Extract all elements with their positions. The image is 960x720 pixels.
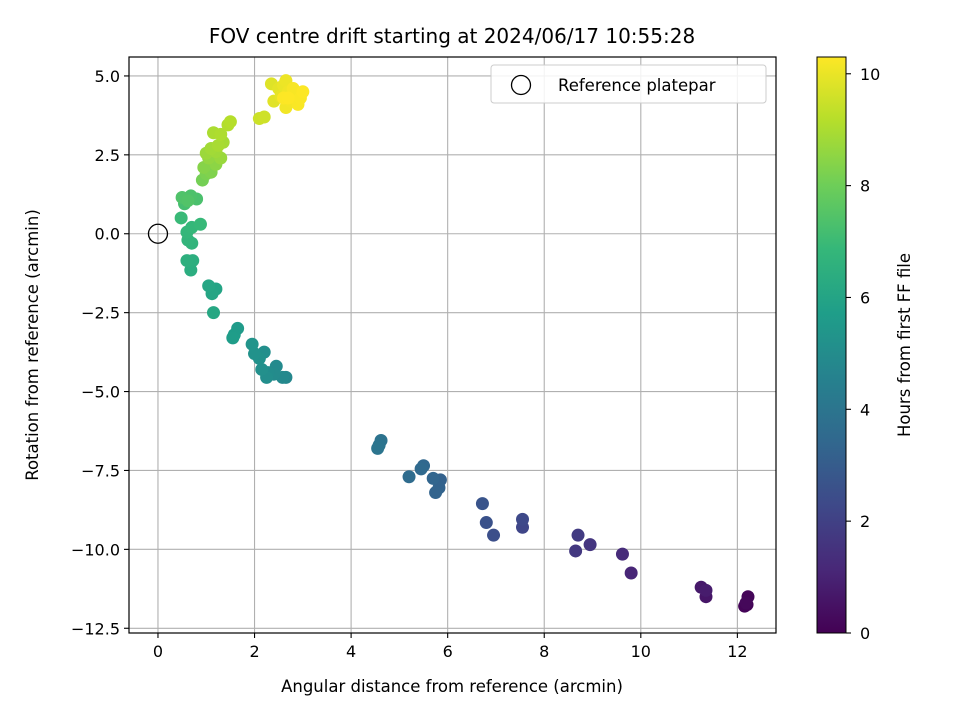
y-ticks: 5.0 2.5 0.0 −2.5 −5.0 −7.5 −10.0 −12.5 — [71, 67, 129, 638]
colorbar-label: Hours from first FF file — [895, 253, 914, 437]
data-point — [174, 211, 188, 225]
data-point — [226, 331, 240, 345]
data-point — [223, 115, 237, 129]
x-tick-label: 4 — [346, 642, 356, 661]
data-point — [371, 441, 385, 455]
x-tick-label: 10 — [631, 642, 651, 661]
data-point — [202, 279, 216, 293]
data-point — [206, 306, 220, 320]
data-point — [475, 497, 489, 511]
data-point — [180, 254, 194, 268]
legend: Reference platepar — [490, 64, 767, 104]
x-tick-label: 6 — [443, 642, 453, 661]
data-point — [615, 547, 629, 561]
data-point — [739, 596, 753, 610]
colorbar-gradient — [816, 56, 847, 634]
reference-layer — [147, 223, 169, 244]
data-point — [257, 110, 271, 124]
data-point — [487, 528, 501, 542]
colorbar-tick-label: 0 — [860, 624, 870, 643]
data-point — [516, 512, 530, 526]
data-point — [255, 362, 269, 376]
y-tick-label: −10.0 — [71, 540, 120, 559]
legend-box — [490, 64, 767, 104]
data-point — [193, 217, 207, 231]
data-point — [281, 91, 295, 105]
legend-marker-reference — [510, 74, 532, 96]
x-ticks: 0 2 4 6 8 10 12 — [153, 633, 748, 661]
data-point — [402, 470, 416, 484]
colorbar: 0 2 4 6 8 10 Hours from first FF file — [816, 56, 914, 643]
legend-label-reference: Reference platepar — [558, 76, 716, 95]
data-point — [429, 486, 443, 500]
data-point — [245, 337, 259, 351]
data-point — [214, 127, 228, 141]
data-point — [211, 138, 225, 152]
x-tick-label: 0 — [153, 642, 163, 661]
colorbar-tick-label: 10 — [860, 65, 880, 84]
plot-frame — [128, 56, 777, 634]
y-tick-label: −7.5 — [81, 461, 120, 480]
data-point — [296, 85, 310, 99]
data-point — [426, 471, 440, 485]
reference-point-marker — [147, 223, 169, 244]
data-point — [479, 516, 493, 530]
data-point — [181, 194, 195, 208]
colorbar-tick-label: 8 — [860, 177, 870, 196]
colorbar-tick-label: 4 — [860, 400, 870, 419]
x-tick-label: 8 — [539, 642, 549, 661]
y-axis-label: Rotation from reference (arcmin) — [23, 209, 42, 481]
points-layer — [174, 74, 755, 613]
chart-title: FOV centre drift starting at 2024/06/17 … — [209, 24, 695, 48]
colorbar-tick-label: 2 — [860, 512, 870, 531]
y-tick-label: 2.5 — [95, 146, 120, 165]
x-tick-label: 12 — [727, 642, 747, 661]
data-point — [569, 544, 583, 558]
y-tick-label: 0.0 — [95, 225, 120, 244]
data-point — [414, 462, 428, 476]
data-point — [624, 566, 638, 580]
x-tick-label: 2 — [249, 642, 259, 661]
data-point — [583, 538, 597, 552]
colorbar-tick-label: 6 — [860, 288, 870, 307]
y-tick-label: −2.5 — [81, 304, 120, 323]
data-point — [571, 528, 585, 542]
colorbar-ticks: 0 2 4 6 8 10 — [846, 65, 880, 643]
y-tick-label: −12.5 — [71, 619, 120, 638]
data-point — [699, 583, 713, 597]
y-tick-label: −5.0 — [81, 383, 120, 402]
x-axis-label: Angular distance from reference (arcmin) — [281, 677, 623, 696]
grid-layer — [129, 57, 776, 633]
y-tick-label: 5.0 — [95, 67, 120, 86]
